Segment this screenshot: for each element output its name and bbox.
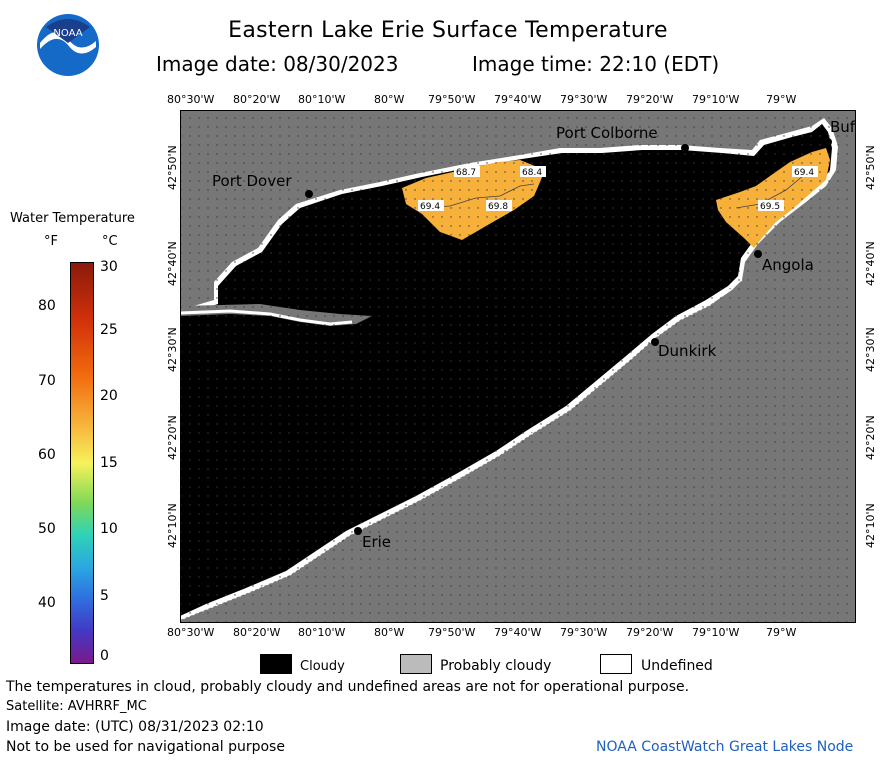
lon-tick: 79°30'W <box>560 93 608 106</box>
city-marker <box>824 138 832 146</box>
disclaimer-text: The temperatures in cloud, probably clou… <box>6 679 690 695</box>
lat-tick: 42°20'N <box>166 415 179 460</box>
temp-label-box <box>486 200 512 211</box>
legend-f-tick: 50 <box>38 521 56 537</box>
legend-f-tick: 70 <box>38 373 56 389</box>
legend-unit-f: °F <box>44 234 58 249</box>
city-marker <box>651 338 659 346</box>
legend-f-tick: 60 <box>38 447 56 463</box>
lat-tick: 42°20'N <box>864 415 877 460</box>
navigation-warning: Not to be used for navigational purpose <box>6 739 285 755</box>
lon-tick: 79°40'W <box>494 626 542 639</box>
legend-f-tick: 40 <box>38 595 56 611</box>
lon-tick: 80°10'W <box>298 93 346 106</box>
image-date: Image date: 08/30/2023 <box>156 52 399 76</box>
lat-tick: 42°30'N <box>166 327 179 372</box>
key-cloudy-label: Cloudy <box>300 659 345 674</box>
lon-tick: 79°30'W <box>560 626 608 639</box>
legend-c-tick: 5 <box>100 588 109 604</box>
temp-label-box <box>454 166 480 177</box>
key-cloudy-swatch <box>260 654 292 674</box>
legend-c-tick: 25 <box>100 322 118 338</box>
key-undefined-swatch <box>600 654 632 674</box>
lon-tick: 79°20'W <box>626 626 674 639</box>
lat-tick: 42°30'N <box>864 327 877 372</box>
legend-c-tick: 30 <box>100 259 118 275</box>
temp-label: 68.4 <box>522 168 542 178</box>
lat-tick: 42°10'N <box>166 503 179 548</box>
lat-tick: 42°10'N <box>864 503 877 548</box>
lon-tick: 79°W <box>766 93 797 106</box>
graticule-dots <box>180 110 856 623</box>
map-frame <box>180 110 856 623</box>
key-undefined-label: Undefined <box>641 658 713 674</box>
map-title: Eastern Lake Erie Surface Temperature <box>228 18 668 43</box>
place-erie: Erie <box>362 533 391 551</box>
place-buffalo: Buf <box>830 118 856 136</box>
lat-tick: 42°50'N <box>864 145 877 190</box>
legend-c-tick: 20 <box>100 388 118 404</box>
lon-tick: 80°20'W <box>233 626 281 639</box>
satellite-text: Satellite: AVHRRF_MC <box>6 699 147 714</box>
noaa-logo: NOAA <box>36 13 100 77</box>
legend-unit-c: °C <box>102 234 118 249</box>
temp-label-box <box>520 166 546 177</box>
legend-c-tick: 10 <box>100 521 118 537</box>
place-port-dover: Port Dover <box>212 172 292 190</box>
image-time: Image time: 22:10 (EDT) <box>472 52 720 76</box>
lat-tick: 42°40'N <box>166 241 179 286</box>
noaa-logo-icon: NOAA <box>37 14 99 76</box>
lon-tick: 80°20'W <box>233 93 281 106</box>
city-marker <box>681 144 689 152</box>
noaa-logo-text: NOAA <box>53 28 82 39</box>
utc-date-text: Image date: (UTC) 08/31/2023 02:10 <box>6 719 264 735</box>
temp-label-box <box>418 200 444 211</box>
city-marker <box>354 527 362 535</box>
key-probably-cloudy-label: Probably cloudy <box>440 658 552 674</box>
lon-tick: 79°20'W <box>626 93 674 106</box>
place-port-colborne: Port Colborne <box>556 124 658 142</box>
lon-tick: 79°10'W <box>692 93 740 106</box>
place-angola: Angola <box>762 256 814 274</box>
lon-tick: 79°50'W <box>428 626 476 639</box>
lon-tick: 80°10'W <box>298 626 346 639</box>
temperature-color-bar <box>70 262 94 664</box>
temp-label: 69.5 <box>760 202 780 212</box>
lon-tick: 80°30'W <box>167 93 215 106</box>
temp-label-box <box>792 166 818 177</box>
temp-label: 69.4 <box>794 168 814 178</box>
temp-label-box <box>758 200 784 211</box>
lon-tick: 80°W <box>374 93 405 106</box>
legend-title: Water Temperature <box>10 211 135 226</box>
lon-tick: 79°W <box>766 626 797 639</box>
legend-c-tick: 15 <box>100 455 118 471</box>
legend-f-tick: 80 <box>38 298 56 314</box>
temp-label: 69.4 <box>420 202 440 212</box>
place-dunkirk: Dunkirk <box>658 342 717 360</box>
temp-labels: 68.7 68.4 69.4 69.8 69.4 69.5 <box>418 166 818 212</box>
lat-tick: 42°50'N <box>166 145 179 190</box>
lat-tick: 42°40'N <box>864 241 877 286</box>
city-marker <box>305 190 313 198</box>
lon-tick: 80°30'W <box>167 626 215 639</box>
temp-label: 68.7 <box>456 168 476 178</box>
city-marker <box>754 250 762 258</box>
key-probably-cloudy-swatch <box>400 654 432 674</box>
lon-tick: 80°W <box>374 626 405 639</box>
source-credit: NOAA CoastWatch Great Lakes Node <box>596 739 854 755</box>
lon-tick: 79°10'W <box>692 626 740 639</box>
lon-tick: 79°50'W <box>428 93 476 106</box>
temp-label: 69.8 <box>488 202 508 212</box>
legend-c-tick: 0 <box>100 648 109 664</box>
place-labels: Port Colborne Port Dover Angola Dunkirk … <box>212 118 856 551</box>
lake-map: 68.7 68.4 69.4 69.8 69.4 69.5 Port Colbo… <box>180 110 856 623</box>
lon-tick: 79°40'W <box>494 93 542 106</box>
